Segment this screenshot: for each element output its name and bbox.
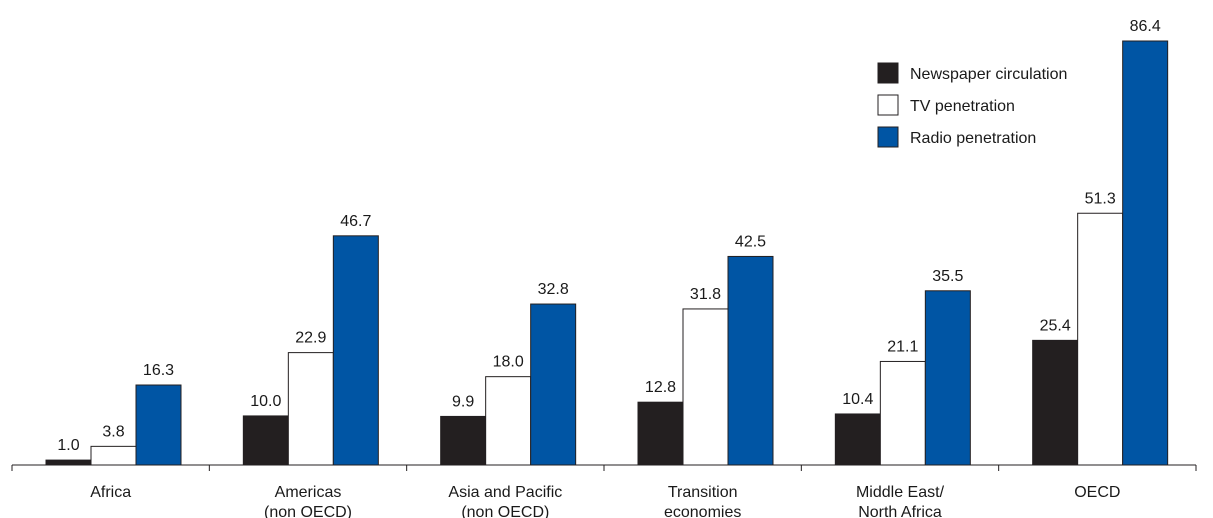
bar-tv-1 bbox=[287, 352, 334, 466]
value-label: 22.9 bbox=[295, 330, 326, 347]
value-label: 25.4 bbox=[1040, 317, 1071, 334]
category-label-line: Americas bbox=[275, 484, 342, 501]
value-label: 46.7 bbox=[340, 213, 371, 230]
legend-label: Newspaper circulation bbox=[910, 66, 1067, 83]
bar-newspaper-3 bbox=[637, 401, 684, 466]
bar-radio-0 bbox=[135, 384, 182, 466]
legend-swatch bbox=[877, 94, 899, 116]
value-label: 3.8 bbox=[102, 423, 124, 440]
value-label: 9.9 bbox=[452, 393, 474, 410]
bar-tv-0 bbox=[90, 445, 137, 466]
category-label-line: Middle East/ bbox=[856, 484, 945, 501]
value-label: 35.5 bbox=[932, 268, 963, 285]
bars-layer bbox=[45, 40, 1169, 466]
value-label: 42.5 bbox=[735, 233, 766, 250]
legend-label: TV penetration bbox=[910, 98, 1015, 115]
value-label: 1.0 bbox=[57, 437, 79, 454]
category-label: Middle East/North Africa bbox=[856, 484, 945, 518]
value-label: 51.3 bbox=[1085, 190, 1116, 207]
bar-radio-2 bbox=[530, 303, 577, 466]
bar-newspaper-5 bbox=[1032, 339, 1079, 466]
legend-label: Radio penetration bbox=[910, 130, 1036, 147]
value-labels-layer: 1.0 3.8 16.3 10.0 22.9 46.7 9.9 18.0 32.8 12.8 31.… bbox=[57, 18, 1160, 454]
bar-tv-5 bbox=[1077, 212, 1124, 466]
value-label: 31.8 bbox=[690, 286, 721, 303]
bar-tv-2 bbox=[485, 376, 532, 466]
value-label: 18.0 bbox=[493, 354, 524, 371]
value-label: 21.1 bbox=[887, 338, 918, 355]
category-label-line: (non OECD) bbox=[264, 504, 352, 518]
value-label: 16.3 bbox=[143, 362, 174, 379]
value-label: 10.0 bbox=[250, 393, 281, 410]
bar-tv-4 bbox=[879, 360, 926, 466]
category-label: Africa bbox=[90, 484, 131, 501]
bar-radio-1 bbox=[332, 235, 379, 466]
category-label-line: economies bbox=[664, 504, 741, 518]
bar-tv-3 bbox=[682, 308, 729, 466]
value-label: 32.8 bbox=[538, 281, 569, 298]
value-label: 86.4 bbox=[1130, 18, 1161, 35]
category-label: Transition economies bbox=[664, 484, 741, 518]
bar-radio-3 bbox=[727, 255, 774, 466]
legend: Newspaper circulation TV penetration Radio… bbox=[877, 62, 1067, 148]
category-label-line: Asia and Pacific bbox=[448, 484, 562, 501]
x-axis: Africa Americas (non OECD)Asia and Pacific… bbox=[11, 464, 1197, 518]
value-label: 10.4 bbox=[842, 391, 873, 408]
category-label-line: North Africa bbox=[858, 504, 942, 518]
bar-radio-4 bbox=[924, 290, 971, 466]
legend-swatch bbox=[877, 126, 899, 148]
bar-newspaper-4 bbox=[834, 413, 881, 466]
bar-newspaper-0 bbox=[45, 459, 92, 466]
category-label: Asia and Pacific (non OECD) bbox=[448, 484, 562, 518]
category-label: OECD bbox=[1074, 484, 1120, 501]
category-label-line: OECD bbox=[1074, 484, 1120, 501]
category-label-line: (non OECD) bbox=[461, 504, 549, 518]
category-label-line: Transition bbox=[668, 484, 738, 501]
bar-newspaper-1 bbox=[242, 415, 289, 466]
value-label: 12.8 bbox=[645, 379, 676, 396]
category-label-line: Africa bbox=[90, 484, 131, 501]
bar-newspaper-2 bbox=[440, 415, 487, 466]
legend-swatch bbox=[877, 62, 899, 84]
category-label: Americas (non OECD) bbox=[264, 484, 352, 518]
bar-radio-5 bbox=[1122, 40, 1169, 466]
